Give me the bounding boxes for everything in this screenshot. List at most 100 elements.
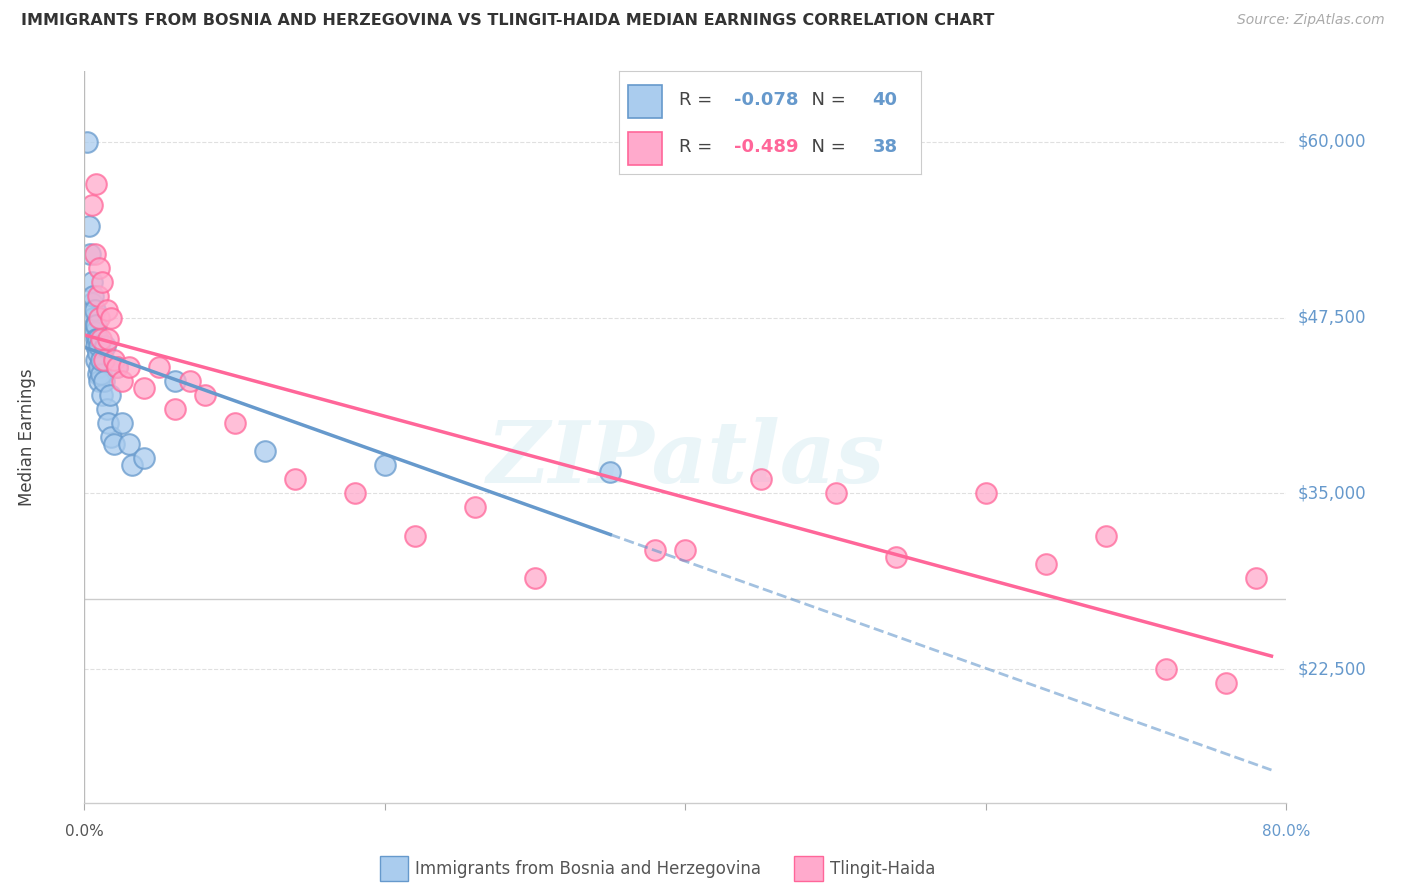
- Point: [86, 338, 108, 352]
- Point: [87, 332, 110, 346]
- Point: [97, 332, 120, 346]
- Point: [96, 303, 118, 318]
- Point: [404, 528, 426, 542]
- Point: [90, 352, 112, 367]
- Point: [675, 542, 697, 557]
- Point: [134, 381, 156, 395]
- Point: [374, 458, 396, 473]
- Point: [87, 367, 110, 381]
- Point: [343, 486, 366, 500]
- Point: [87, 345, 110, 359]
- Point: [464, 500, 486, 515]
- Point: [80, 296, 103, 310]
- Point: [77, 219, 100, 233]
- Text: $60,000: $60,000: [1298, 133, 1367, 151]
- Text: $47,500: $47,500: [1298, 309, 1367, 326]
- Text: IMMIGRANTS FROM BOSNIA AND HERZEGOVINA VS TLINGIT-HAIDA MEDIAN EARNINGS CORRELAT: IMMIGRANTS FROM BOSNIA AND HERZEGOVINA V…: [21, 13, 994, 29]
- Point: [89, 359, 111, 374]
- Point: [1246, 571, 1268, 585]
- Point: [194, 388, 217, 402]
- Point: [86, 332, 108, 346]
- Text: R =: R =: [679, 138, 718, 156]
- Point: [599, 465, 621, 479]
- FancyBboxPatch shape: [627, 132, 662, 165]
- Point: [98, 388, 121, 402]
- Point: [524, 571, 547, 585]
- Point: [644, 542, 666, 557]
- Text: Source: ZipAtlas.com: Source: ZipAtlas.com: [1237, 13, 1385, 28]
- Point: [86, 352, 108, 367]
- Point: [89, 338, 111, 352]
- Point: [111, 374, 134, 388]
- Point: [1095, 528, 1118, 542]
- Point: [93, 352, 115, 367]
- Point: [824, 486, 846, 500]
- Point: [90, 332, 112, 346]
- Point: [80, 198, 103, 212]
- Point: [86, 177, 108, 191]
- Text: $35,000: $35,000: [1298, 484, 1367, 502]
- Point: [83, 325, 105, 339]
- Text: 38: 38: [873, 138, 897, 156]
- Point: [179, 374, 201, 388]
- Point: [884, 549, 907, 564]
- Point: [97, 416, 120, 430]
- Point: [103, 352, 125, 367]
- Point: [83, 303, 105, 318]
- Point: [89, 310, 111, 325]
- Point: [82, 303, 104, 318]
- Point: [91, 276, 114, 290]
- Point: [100, 310, 122, 325]
- Text: N =: N =: [800, 138, 852, 156]
- Text: 40: 40: [873, 91, 897, 109]
- Point: [974, 486, 997, 500]
- Point: [118, 359, 141, 374]
- Point: [94, 338, 117, 352]
- Point: [82, 289, 104, 303]
- Point: [86, 318, 108, 332]
- Point: [87, 289, 110, 303]
- Point: [134, 451, 156, 466]
- Point: [121, 458, 143, 473]
- Point: [118, 437, 141, 451]
- Text: Tlingit-Haida: Tlingit-Haida: [830, 860, 935, 878]
- Point: [163, 401, 186, 416]
- Text: -0.078: -0.078: [734, 91, 799, 109]
- Point: [284, 472, 307, 486]
- Point: [93, 374, 115, 388]
- Point: [253, 444, 276, 458]
- Point: [89, 261, 111, 276]
- Point: [107, 359, 129, 374]
- Text: N =: N =: [800, 91, 852, 109]
- Point: [111, 416, 134, 430]
- Point: [90, 367, 112, 381]
- Text: R =: R =: [679, 91, 718, 109]
- Text: Median Earnings: Median Earnings: [18, 368, 35, 506]
- Point: [1215, 676, 1237, 690]
- Point: [83, 318, 105, 332]
- FancyBboxPatch shape: [627, 85, 662, 118]
- Point: [107, 359, 129, 374]
- Text: ZIPatlas: ZIPatlas: [486, 417, 884, 500]
- Text: $22,500: $22,500: [1298, 660, 1367, 678]
- Text: 0.0%: 0.0%: [65, 824, 104, 838]
- Text: 80.0%: 80.0%: [1263, 824, 1310, 838]
- Point: [82, 310, 104, 325]
- Point: [1035, 557, 1057, 571]
- Point: [1156, 662, 1178, 676]
- Point: [89, 374, 111, 388]
- Point: [96, 401, 118, 416]
- Text: -0.489: -0.489: [734, 138, 799, 156]
- Point: [100, 430, 122, 444]
- Point: [163, 374, 186, 388]
- Point: [103, 437, 125, 451]
- Point: [83, 247, 105, 261]
- Point: [80, 276, 103, 290]
- Point: [148, 359, 170, 374]
- Point: [76, 135, 98, 149]
- Text: Immigrants from Bosnia and Herzegovina: Immigrants from Bosnia and Herzegovina: [415, 860, 761, 878]
- Point: [79, 247, 101, 261]
- Point: [91, 388, 114, 402]
- Point: [224, 416, 246, 430]
- Point: [749, 472, 772, 486]
